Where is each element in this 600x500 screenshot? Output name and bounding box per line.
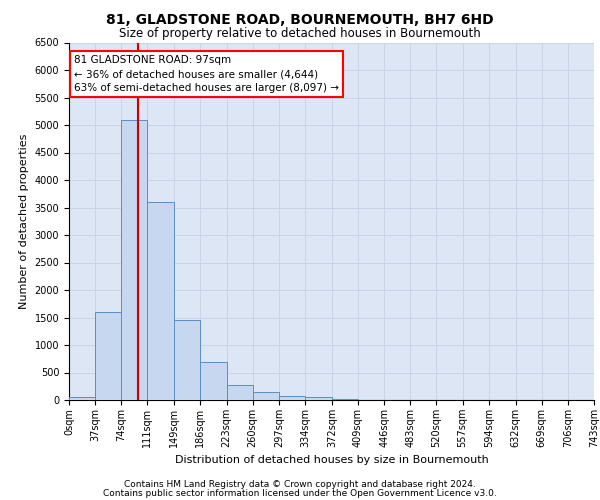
Bar [332,399,358,400]
Bar [200,362,227,400]
Bar [253,392,279,400]
X-axis label: Distribution of detached houses by size in Bournemouth: Distribution of detached houses by size … [175,456,488,466]
Bar [95,312,121,400]
Bar [69,397,95,400]
Y-axis label: Number of detached properties: Number of detached properties [19,134,29,309]
Text: 81, GLADSTONE ROAD, BOURNEMOUTH, BH7 6HD: 81, GLADSTONE ROAD, BOURNEMOUTH, BH7 6HD [106,12,494,26]
Text: Size of property relative to detached houses in Bournemouth: Size of property relative to detached ho… [119,28,481,40]
Bar [148,202,174,400]
Bar [121,120,148,400]
Text: Contains public sector information licensed under the Open Government Licence v3: Contains public sector information licen… [103,488,497,498]
Bar [305,397,332,400]
Bar [279,396,305,400]
Bar [174,320,200,400]
Text: 81 GLADSTONE ROAD: 97sqm
← 36% of detached houses are smaller (4,644)
63% of sem: 81 GLADSTONE ROAD: 97sqm ← 36% of detach… [74,55,339,93]
Bar [227,385,253,400]
Text: Contains HM Land Registry data © Crown copyright and database right 2024.: Contains HM Land Registry data © Crown c… [124,480,476,489]
